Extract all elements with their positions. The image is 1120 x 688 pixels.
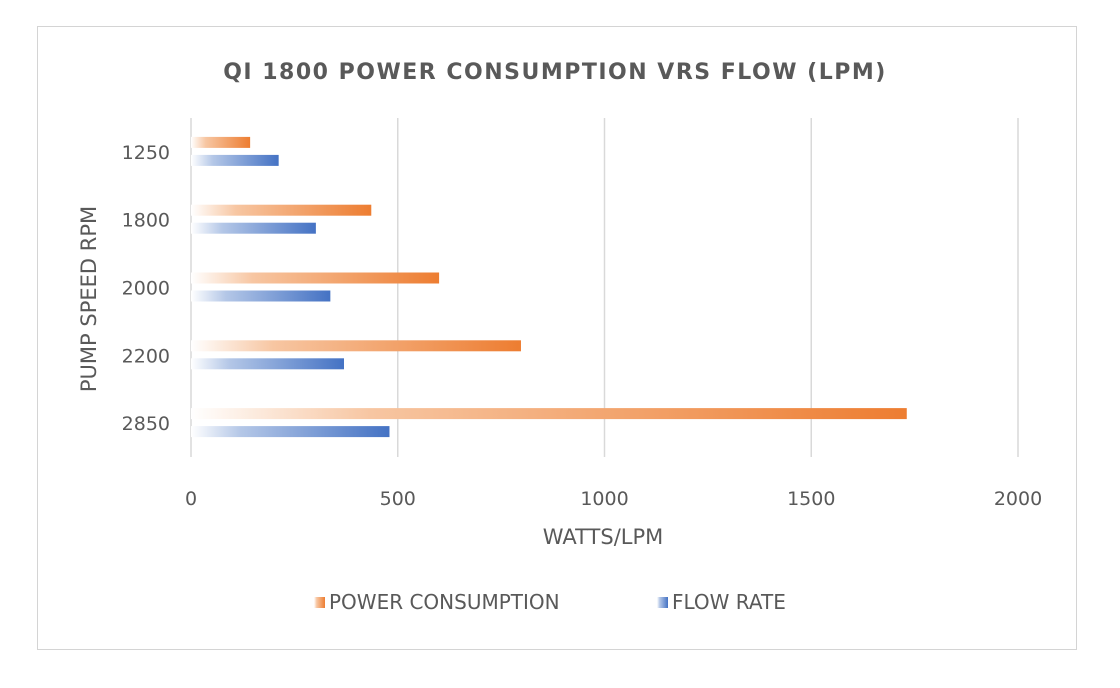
bar-power-consumption-2850 bbox=[191, 408, 907, 420]
y-tick-label: 1800 bbox=[122, 210, 170, 232]
bar-flow-rate-2850 bbox=[191, 426, 390, 438]
bar-flow-rate-2000 bbox=[191, 290, 331, 302]
bar-power-consumption-1250 bbox=[191, 136, 251, 148]
bar-power-consumption-1800 bbox=[191, 204, 372, 216]
bar-power-consumption-2200 bbox=[191, 340, 521, 352]
x-tick-label: 1500 bbox=[787, 488, 835, 510]
legend-label-flow-rate: FLOW RATE bbox=[672, 590, 786, 614]
y-tick-label: 1250 bbox=[122, 142, 170, 164]
gridlines bbox=[190, 118, 1019, 457]
y-tick-label: 2850 bbox=[122, 413, 170, 435]
chart-title: QI 1800 POWER CONSUMPTION VRS FLOW (LPM) bbox=[223, 60, 887, 85]
x-tick-label: 0 bbox=[185, 488, 197, 510]
bar-flow-rate-2200 bbox=[191, 358, 344, 370]
legend-swatch-power-consumption bbox=[314, 597, 325, 608]
y-axis-label: PUMP SPEED RPM bbox=[77, 206, 101, 392]
bar-flow-rate-1250 bbox=[191, 154, 279, 166]
y-tick-label: 2200 bbox=[122, 345, 170, 367]
x-axis-ticks: 0 500 1000 1500 2000 bbox=[185, 488, 1042, 510]
bars bbox=[191, 136, 907, 438]
bar-power-consumption-2000 bbox=[191, 272, 440, 284]
legend: POWER CONSUMPTION FLOW RATE bbox=[314, 590, 786, 614]
y-tick-label: 2000 bbox=[122, 278, 170, 300]
x-tick-label: 500 bbox=[380, 488, 416, 510]
legend-label-power-consumption: POWER CONSUMPTION bbox=[329, 590, 560, 614]
chart-frame: QI 1800 POWER CONSUMPTION VRS FLOW (LPM)… bbox=[37, 26, 1077, 650]
legend-swatch-flow-rate bbox=[657, 597, 668, 608]
y-axis-ticks: 1250 1800 2000 2200 2850 bbox=[122, 142, 170, 435]
x-tick-label: 1000 bbox=[580, 488, 628, 510]
bar-flow-rate-1800 bbox=[191, 222, 316, 234]
x-tick-label: 2000 bbox=[994, 488, 1042, 510]
chart-svg: QI 1800 POWER CONSUMPTION VRS FLOW (LPM)… bbox=[77, 60, 1042, 614]
x-axis-label: WATTS/LPM bbox=[543, 525, 664, 549]
